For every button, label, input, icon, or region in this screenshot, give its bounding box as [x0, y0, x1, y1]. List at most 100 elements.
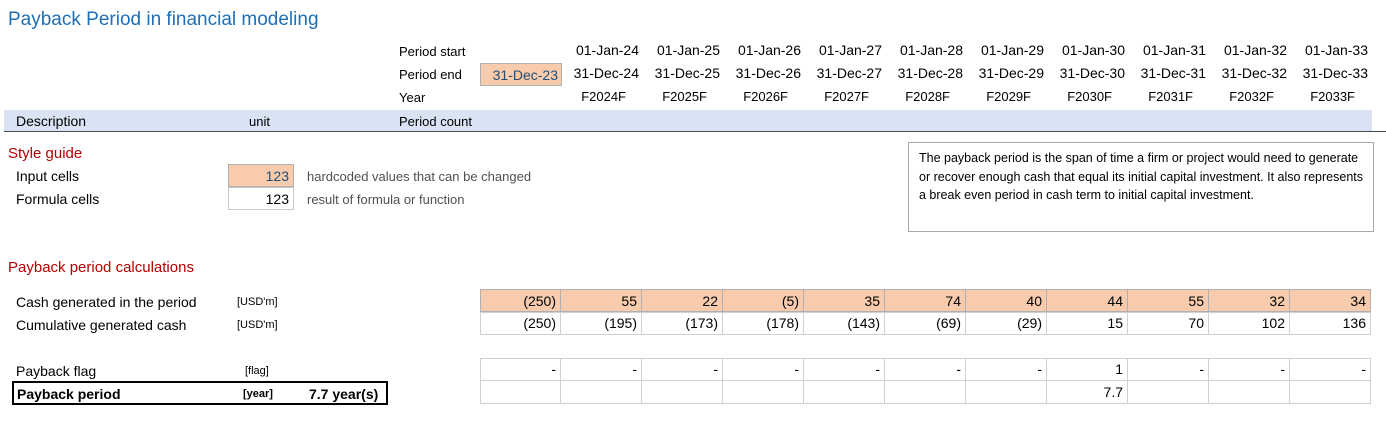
period-start-cell[interactable]: 01-Jan-25 — [656, 42, 720, 58]
year-cell[interactable]: F2029F — [986, 89, 1031, 104]
input-cells-label: Input cells — [16, 168, 80, 184]
unit-header: unit — [249, 114, 270, 129]
grid-border — [480, 358, 1371, 359]
period-end-cell[interactable]: 31-Dec-31 — [1140, 65, 1206, 81]
period-end-cell[interactable]: 31-Dec-28 — [897, 65, 963, 81]
period-start-cell[interactable]: 01-Jan-29 — [980, 42, 1044, 58]
period-start-cell[interactable]: 01-Jan-27 — [818, 42, 882, 58]
payback-period-cell[interactable] — [561, 381, 642, 404]
header-band — [4, 110, 1372, 131]
year-cell[interactable]: F2030F — [1067, 89, 1112, 104]
cumulative-cash-cell[interactable]: (173) — [642, 312, 723, 335]
page-title: Payback Period in financial modeling — [8, 9, 319, 30]
period-end-cell[interactable]: 31-Dec-25 — [654, 65, 720, 81]
payback-period-cell[interactable] — [804, 381, 885, 404]
payback-period-cell[interactable] — [723, 381, 804, 404]
cash-generated-cell[interactable]: 35 — [804, 289, 885, 312]
period-start-cell[interactable]: 01-Jan-31 — [1142, 42, 1206, 58]
period-end-cell[interactable]: 31-Dec-30 — [1059, 65, 1125, 81]
period-start-label: Period start — [399, 44, 466, 59]
cash-generated-label: Cash generated in the period — [16, 294, 197, 310]
period-start-cell[interactable]: 01-Jan-33 — [1304, 42, 1368, 58]
payback-flag-cell[interactable]: - — [561, 358, 642, 381]
payback-flag-cell[interactable]: - — [1209, 358, 1290, 381]
style-guide-heading: Style guide — [8, 145, 83, 162]
cash-generated-cell[interactable]: (250) — [480, 289, 561, 312]
year-cell[interactable]: F2028F — [905, 89, 950, 104]
payback-flag-cell[interactable]: - — [1128, 358, 1209, 381]
cumulative-cash-cell[interactable]: (250) — [480, 312, 561, 335]
input-cell-sample[interactable]: 123 — [228, 164, 294, 187]
cumulative-cash-cell[interactable]: (29) — [966, 312, 1047, 335]
formula-cell-sample[interactable]: 123 — [228, 187, 294, 210]
period-end-cell[interactable]: 31-Dec-26 — [735, 65, 801, 81]
year-cell[interactable]: F2031F — [1148, 89, 1193, 104]
period-end-label: Period end — [399, 67, 462, 82]
payback-flag-cell[interactable]: - — [1290, 358, 1371, 381]
cash-generated-cell[interactable]: 22 — [642, 289, 723, 312]
payback-period-cell[interactable] — [642, 381, 723, 404]
period-end-cell[interactable]: 31-Dec-27 — [816, 65, 882, 81]
payback-flag-cell[interactable]: - — [642, 358, 723, 381]
payback-period-cell[interactable] — [480, 381, 561, 404]
payback-flag-cell[interactable]: - — [723, 358, 804, 381]
cash-generated-cell[interactable]: 40 — [966, 289, 1047, 312]
year-cell[interactable]: F2026F — [743, 89, 788, 104]
cash-generated-cell[interactable]: 34 — [1290, 289, 1371, 312]
cumulative-cash-cell[interactable]: 136 — [1290, 312, 1371, 335]
year-cell[interactable]: F2032F — [1229, 89, 1274, 104]
cash-generated-cell[interactable]: 55 — [1128, 289, 1209, 312]
cumulative-cash-cell[interactable]: 102 — [1209, 312, 1290, 335]
cash-generated-cell[interactable]: 32 — [1209, 289, 1290, 312]
header-divider — [4, 131, 1386, 132]
cash-generated-cell[interactable]: (5) — [723, 289, 804, 312]
formula-cells-label: Formula cells — [16, 191, 100, 207]
payback-period-cell[interactable] — [1290, 381, 1371, 404]
cumulative-cash-cell[interactable]: (195) — [561, 312, 642, 335]
year-cell[interactable]: F2027F — [824, 89, 869, 104]
year-cell[interactable]: F2024F — [581, 89, 626, 104]
period-start-cell[interactable]: 01-Jan-32 — [1223, 42, 1287, 58]
input-cells-desc: hardcoded values that can be changed — [307, 169, 532, 184]
formula-cells-desc: result of formula or function — [307, 192, 465, 207]
payback-period-cell[interactable] — [1209, 381, 1290, 404]
payback-period-box — [12, 381, 388, 405]
payback-period-unit: [year] — [243, 388, 273, 400]
cash-generated-cell[interactable]: 55 — [561, 289, 642, 312]
payback-flag-cell[interactable]: - — [885, 358, 966, 381]
period-end-cell[interactable]: 31-Dec-24 — [573, 65, 639, 81]
cumulative-cash-cell[interactable]: (143) — [804, 312, 885, 335]
cash-generated-cell[interactable]: 74 — [885, 289, 966, 312]
model-start-end-cell[interactable]: 31-Dec-23 — [480, 63, 562, 86]
payback-flag-cell[interactable]: - — [480, 358, 561, 381]
payback-period-cell[interactable] — [966, 381, 1047, 404]
payback-flag-cell[interactable]: - — [966, 358, 1047, 381]
payback-period-cell[interactable]: 7.7 — [1047, 381, 1128, 404]
period-end-cell[interactable]: 31-Dec-32 — [1221, 65, 1287, 81]
description-header: Description — [16, 113, 87, 129]
period-start-cell[interactable]: 01-Jan-28 — [899, 42, 963, 58]
period-start-cell[interactable]: 01-Jan-30 — [1061, 42, 1125, 58]
period-count-label: Period count — [399, 114, 472, 129]
period-end-cell[interactable]: 31-Dec-33 — [1302, 65, 1368, 81]
year-cell[interactable]: F2025F — [662, 89, 707, 104]
payback-flag-label: Payback flag — [16, 363, 97, 379]
payback-period-result[interactable]: 7.7 year(s) — [309, 386, 379, 402]
cumulative-cash-cell[interactable]: 70 — [1128, 312, 1209, 335]
payback-flag-cell[interactable]: 1 — [1047, 358, 1128, 381]
payback-period-cell[interactable] — [1128, 381, 1209, 404]
cumulative-cash-cell[interactable]: (178) — [723, 312, 804, 335]
cumulative-cash-cell[interactable]: 15 — [1047, 312, 1128, 335]
period-start-cell[interactable]: 01-Jan-24 — [575, 42, 639, 58]
cash-generated-cell[interactable]: 44 — [1047, 289, 1128, 312]
payback-definition-note: The payback period is the span of time a… — [908, 142, 1374, 232]
year-cell[interactable]: F2033F — [1310, 89, 1355, 104]
payback-flag-unit: [flag] — [245, 365, 269, 377]
cumulative-cash-cell[interactable]: (69) — [885, 312, 966, 335]
payback-period-cell[interactable] — [885, 381, 966, 404]
cash-generated-unit: [USD'm] — [237, 296, 278, 308]
payback-flag-cell[interactable]: - — [804, 358, 885, 381]
cumulative-cash-unit: [USD'm] — [237, 319, 278, 331]
period-end-cell[interactable]: 31-Dec-29 — [978, 65, 1044, 81]
period-start-cell[interactable]: 01-Jan-26 — [737, 42, 801, 58]
